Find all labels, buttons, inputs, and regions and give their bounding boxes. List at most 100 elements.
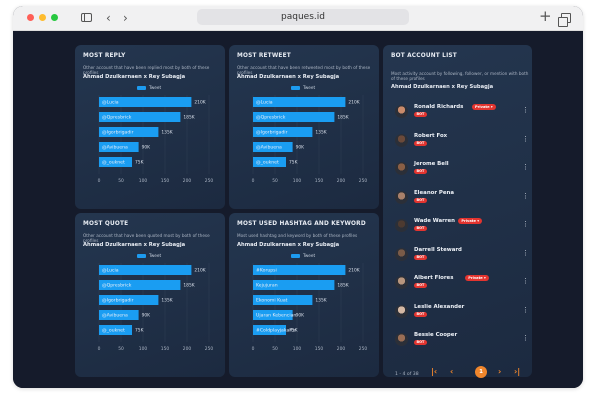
bot-badge: BOT (414, 254, 427, 260)
sidebar-toggle-icon[interactable] (81, 13, 92, 22)
bar[interactable] (253, 112, 335, 122)
more-options-icon[interactable]: ⋮ (522, 334, 529, 342)
maximize-window-button[interactable] (51, 14, 58, 21)
more-options-icon[interactable]: ⋮ (522, 277, 529, 285)
bar[interactable] (99, 265, 192, 275)
bar-value-label: 135K (315, 130, 326, 136)
x-tick-label: 250 (205, 346, 214, 352)
bar-category-label: Ekonomi Kuat (256, 298, 288, 304)
bar-chart: 0 50 100 150 200 250 @Lucia 210K @Qpresbrick 185K… (98, 95, 213, 184)
bar[interactable] (253, 97, 346, 107)
bar[interactable] (253, 142, 293, 152)
account-name: Albert Flores (414, 275, 454, 281)
bot-badge: BOT (414, 169, 427, 174)
x-tick-label: 50 (118, 178, 124, 184)
x-tick-label: 200 (183, 346, 192, 352)
bar-value-label: 210K (348, 268, 359, 274)
bar[interactable] (253, 157, 286, 167)
bar-value-label: 75K (135, 328, 144, 334)
next-page-icon[interactable]: › (498, 367, 502, 376)
bar[interactable] (253, 310, 293, 320)
more-options-icon[interactable]: ⋮ (522, 163, 529, 171)
bar-category-label: @_ouknet (102, 160, 125, 166)
chart-legend: Tweet (291, 253, 315, 258)
bar-value-label: 185K (183, 115, 194, 121)
new-tab-icon[interactable]: + (539, 7, 552, 25)
bar-category-label: @_ouknet (102, 328, 125, 334)
x-tick-label: 100 (293, 178, 302, 184)
x-tick-label: 50 (272, 178, 278, 184)
close-window-button[interactable] (27, 14, 34, 21)
card-most-quote: MOST QUOTE Other account that have been q… (75, 213, 225, 377)
minimize-window-button[interactable] (39, 14, 46, 21)
first-page-icon[interactable]: |‹ (431, 367, 438, 376)
card-subtitle: Other account that have been retweeted m… (237, 65, 371, 75)
dashboard-content: MOST REPLY Other account that have been r… (13, 31, 583, 388)
more-options-icon[interactable]: ⋮ (522, 191, 529, 200)
account-name: Darrell Steward (414, 246, 462, 253)
bar[interactable] (99, 157, 132, 167)
bar-chart: 0 50 100 150 200 250 @Lucia 210K @Qpresbrick 185K… (98, 263, 214, 352)
bot-account-row[interactable]: Robert Fox BOT ⋮ (395, 131, 529, 151)
bot-account-row[interactable]: Wade Warren BOT Private ▾ ⋮ (395, 216, 529, 236)
x-tick-label: 200 (337, 178, 346, 184)
card-title: MOST REPLY (83, 53, 126, 59)
bar[interactable] (253, 280, 335, 290)
bar-value-label: 90K (142, 145, 151, 151)
bar-category-label: #Coldplayjakarta (256, 328, 296, 334)
bot-account-row[interactable]: Eleanor Pena BOT ⋮ (395, 188, 529, 208)
forward-icon[interactable]: › (123, 11, 128, 25)
bot-account-row[interactable]: Jerome Bell BOT ⋮ (395, 159, 529, 179)
prev-page-icon[interactable]: ‹ (450, 367, 454, 376)
avatar (395, 105, 408, 118)
bot-account-row[interactable]: Ronald Richards BOT Private ▾ ⋮ (395, 102, 529, 122)
more-options-icon[interactable]: ⋮ (522, 106, 529, 114)
bot-badge: BOT (414, 311, 427, 317)
bot-badge: BOT (414, 140, 427, 146)
address-bar[interactable]: paques.id (197, 9, 409, 25)
bot-account-row[interactable]: Darrell Steward BOT ⋮ (395, 245, 529, 265)
bar[interactable] (253, 325, 286, 335)
more-options-icon[interactable]: ⋮ (522, 248, 529, 257)
bar[interactable] (99, 112, 181, 122)
bar[interactable] (99, 295, 159, 305)
bar-category-label: @Igorbrigadir (102, 298, 134, 304)
bar[interactable] (99, 142, 139, 152)
bar-value-label: 75K (135, 160, 144, 166)
x-tick-label: 0 (98, 346, 101, 352)
account-name: Eleanor Pena (414, 189, 454, 196)
bar[interactable] (99, 310, 139, 320)
bot-list-subtitle: Most activity account by following, foll… (391, 71, 529, 81)
more-options-icon[interactable]: ⋮ (522, 305, 529, 314)
bar-value-label: 90K (296, 313, 305, 319)
bot-list-title: BOT ACCOUNT LIST (391, 53, 457, 59)
current-page-button[interactable]: 1 (475, 366, 487, 378)
bot-account-row[interactable]: Albert Flores BOT Private ▾ ⋮ (395, 273, 529, 293)
x-tick-label: 100 (139, 178, 148, 184)
card-title: MOST USED HASHTAG AND KEYWORD (237, 221, 366, 227)
bar-category-label: @Lucia (256, 100, 273, 106)
back-icon[interactable]: ‹ (106, 11, 111, 25)
bar[interactable] (253, 127, 313, 137)
bot-badge: BOT (414, 197, 427, 203)
tabs-overview-icon[interactable] (558, 13, 571, 27)
bar[interactable] (99, 280, 181, 290)
chart-legend: Tweet (137, 85, 161, 90)
bar-value-label: 185K (337, 283, 348, 289)
private-label: Private (468, 276, 483, 280)
bar-category-label: @Avibuena (102, 313, 128, 319)
more-options-icon[interactable]: ⋮ (522, 134, 529, 143)
more-options-icon[interactable]: ⋮ (522, 220, 529, 228)
card-subtitle: Other account that have been replied mos… (83, 65, 210, 75)
bar[interactable] (99, 325, 132, 335)
bar[interactable] (253, 265, 346, 275)
bar[interactable] (99, 127, 159, 137)
bar[interactable] (253, 295, 313, 305)
card-title: MOST QUOTE (83, 221, 129, 227)
bot-account-row[interactable]: Leslie Alexander BOT ⋮ (395, 302, 529, 322)
x-tick-label: 150 (161, 178, 170, 184)
bot-account-row[interactable]: Bessie Cooper BOT ⋮ (395, 330, 529, 350)
last-page-icon[interactable]: ›| (514, 367, 521, 376)
card-bot-account-list: BOT ACCOUNT LIST Most activity account b… (383, 45, 532, 377)
bar[interactable] (99, 97, 192, 107)
